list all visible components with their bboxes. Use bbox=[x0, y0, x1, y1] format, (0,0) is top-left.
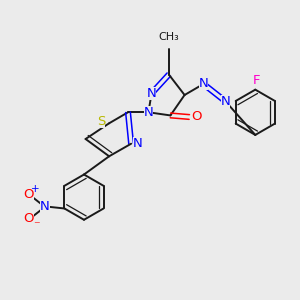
Text: CH₃: CH₃ bbox=[158, 32, 179, 42]
Text: O: O bbox=[191, 110, 202, 124]
Text: F: F bbox=[253, 74, 261, 87]
Text: +: + bbox=[31, 184, 40, 194]
Text: N: N bbox=[40, 200, 50, 213]
Text: S: S bbox=[97, 115, 106, 128]
Text: N: N bbox=[133, 137, 143, 150]
Text: N: N bbox=[144, 106, 153, 119]
Text: N: N bbox=[147, 87, 156, 100]
Text: O: O bbox=[23, 188, 34, 201]
Text: N: N bbox=[199, 77, 208, 91]
Text: O: O bbox=[23, 212, 34, 225]
Text: N: N bbox=[220, 95, 230, 108]
Text: ⁻: ⁻ bbox=[33, 219, 40, 232]
